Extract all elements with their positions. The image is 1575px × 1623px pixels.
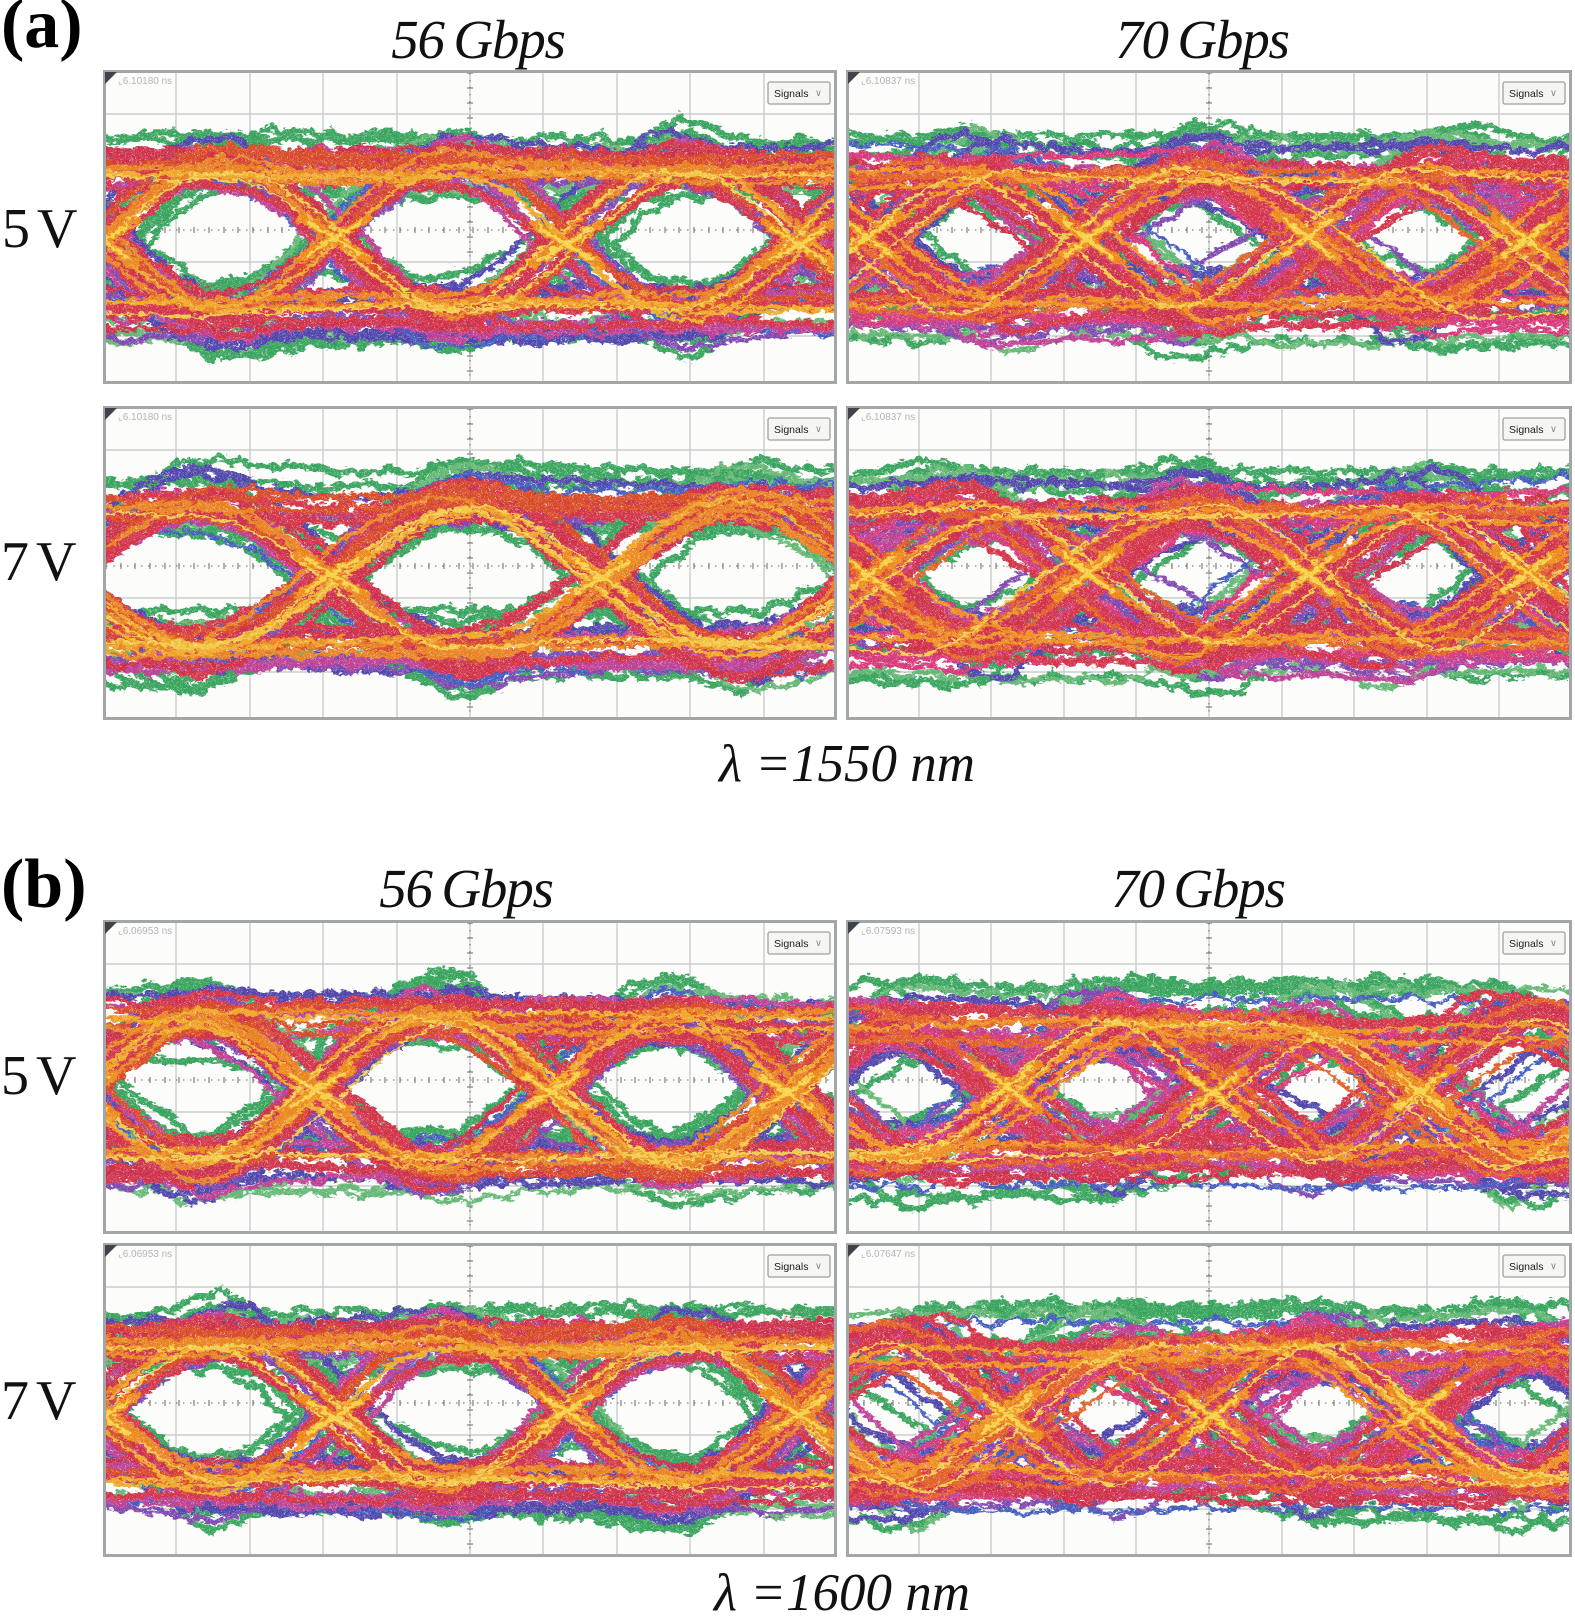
svg-text:∨: ∨ [1550,88,1557,99]
svg-text:Signals: Signals [774,938,808,950]
svg-text:Signals: Signals [1509,938,1543,950]
svg-text:Signals: Signals [1509,424,1543,436]
svg-text:∨: ∨ [815,1261,822,1272]
svg-text:∨: ∨ [815,424,822,435]
svg-text:⌞6.10837 ns: ⌞6.10837 ns [861,412,915,423]
svg-text:∨: ∨ [1550,424,1557,435]
svg-text:⌞6.10180 ns: ⌞6.10180 ns [118,412,172,423]
svg-text:⌞6.07593 ns: ⌞6.07593 ns [861,926,915,937]
svg-text:∨: ∨ [815,88,822,99]
svg-text:⌞6.06953 ns: ⌞6.06953 ns [118,926,172,937]
svg-text:⌞6.10837 ns: ⌞6.10837 ns [861,76,915,87]
svg-text:Signals: Signals [774,424,808,436]
svg-text:Signals: Signals [774,1261,808,1273]
svg-text:∨: ∨ [1550,1261,1557,1272]
svg-text:∨: ∨ [1550,938,1557,949]
svg-text:∨: ∨ [815,938,822,949]
svg-text:Signals: Signals [1509,88,1543,100]
svg-text:⌞6.06953 ns: ⌞6.06953 ns [118,1249,172,1260]
svg-text:Signals: Signals [1509,1261,1543,1273]
svg-text:Signals: Signals [774,88,808,100]
svg-text:⌞6.10180 ns: ⌞6.10180 ns [118,76,172,87]
svg-text:⌞6.07647 ns: ⌞6.07647 ns [861,1249,915,1260]
